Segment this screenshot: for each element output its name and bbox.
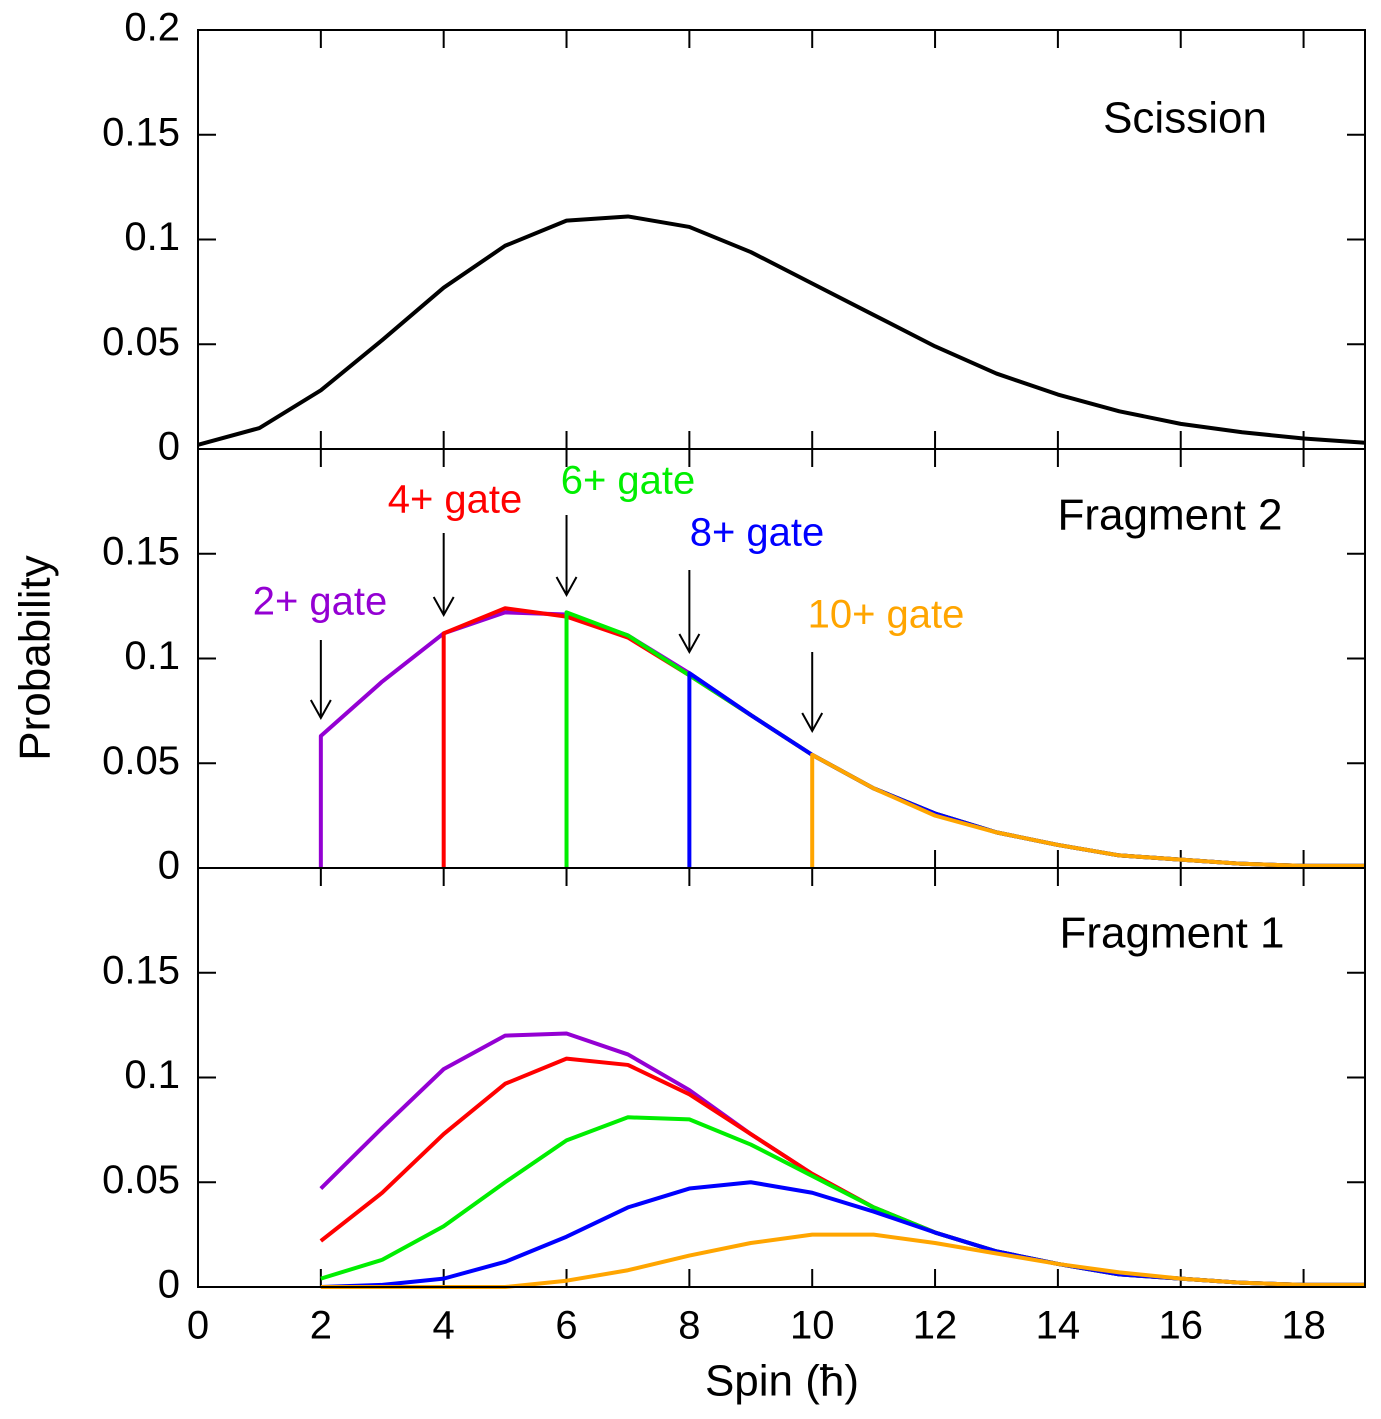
line [318, 610, 1365, 868]
arrow-head [309, 699, 332, 721]
legend-label: 2+ gate [253, 580, 388, 624]
y-tick-label: 0.1 [124, 1053, 180, 1097]
x-tick-label: 10 [790, 1304, 835, 1348]
y-tick-label: 0.05 [102, 1158, 180, 1202]
x-tick-label: 12 [913, 1304, 958, 1348]
x-tick-label: 0 [187, 1304, 209, 1348]
plot-frame [197, 867, 1366, 1288]
y-tick-label: 0.15 [102, 529, 180, 573]
y-tick-label: 0.1 [124, 215, 180, 259]
y-tick-label: 0.05 [102, 320, 180, 364]
line [320, 1232, 1365, 1289]
y-tick-label: 0 [158, 844, 180, 888]
y-axis-label: Probability [11, 555, 60, 760]
arrow-head [801, 712, 824, 734]
line [564, 610, 1365, 868]
x-axis-label: Spin (ħ) [705, 1357, 859, 1406]
y-tick-label: 0.05 [102, 739, 180, 783]
line [810, 752, 1365, 868]
arrow-head [555, 576, 578, 598]
x-tick-label: 16 [1158, 1304, 1203, 1348]
y-tick-label: 0 [158, 1263, 180, 1307]
y-tick-label: 0.1 [124, 634, 180, 678]
x-tick-label: 14 [1036, 1304, 1081, 1348]
x-tick-label: 2 [310, 1304, 332, 1348]
panel-title: Fragment 1 [1060, 909, 1285, 958]
line [319, 1056, 1365, 1287]
panel-title: Scission [1103, 94, 1267, 143]
legend-label: 10+ gate [808, 593, 965, 637]
line [319, 1031, 1365, 1287]
y-tick-label: 0.2 [124, 6, 180, 50]
x-tick-label: 18 [1281, 1304, 1326, 1348]
legend-label: 6+ gate [561, 459, 696, 503]
legend-label: 8+ gate [690, 511, 825, 555]
legend-label: 4+ gate [388, 478, 523, 522]
line [441, 606, 1365, 868]
x-tick-label: 6 [555, 1304, 577, 1348]
y-tick-label: 0 [158, 425, 180, 469]
x-tick-label: 4 [433, 1304, 455, 1348]
arrow-head [432, 596, 455, 618]
y-tick-label: 0.15 [102, 110, 180, 154]
x-tick-label: 8 [678, 1304, 700, 1348]
y-tick-label: 0.15 [102, 948, 180, 992]
panel-title: Fragment 2 [1058, 491, 1283, 540]
line [197, 214, 1366, 447]
arrow-head [678, 633, 701, 655]
